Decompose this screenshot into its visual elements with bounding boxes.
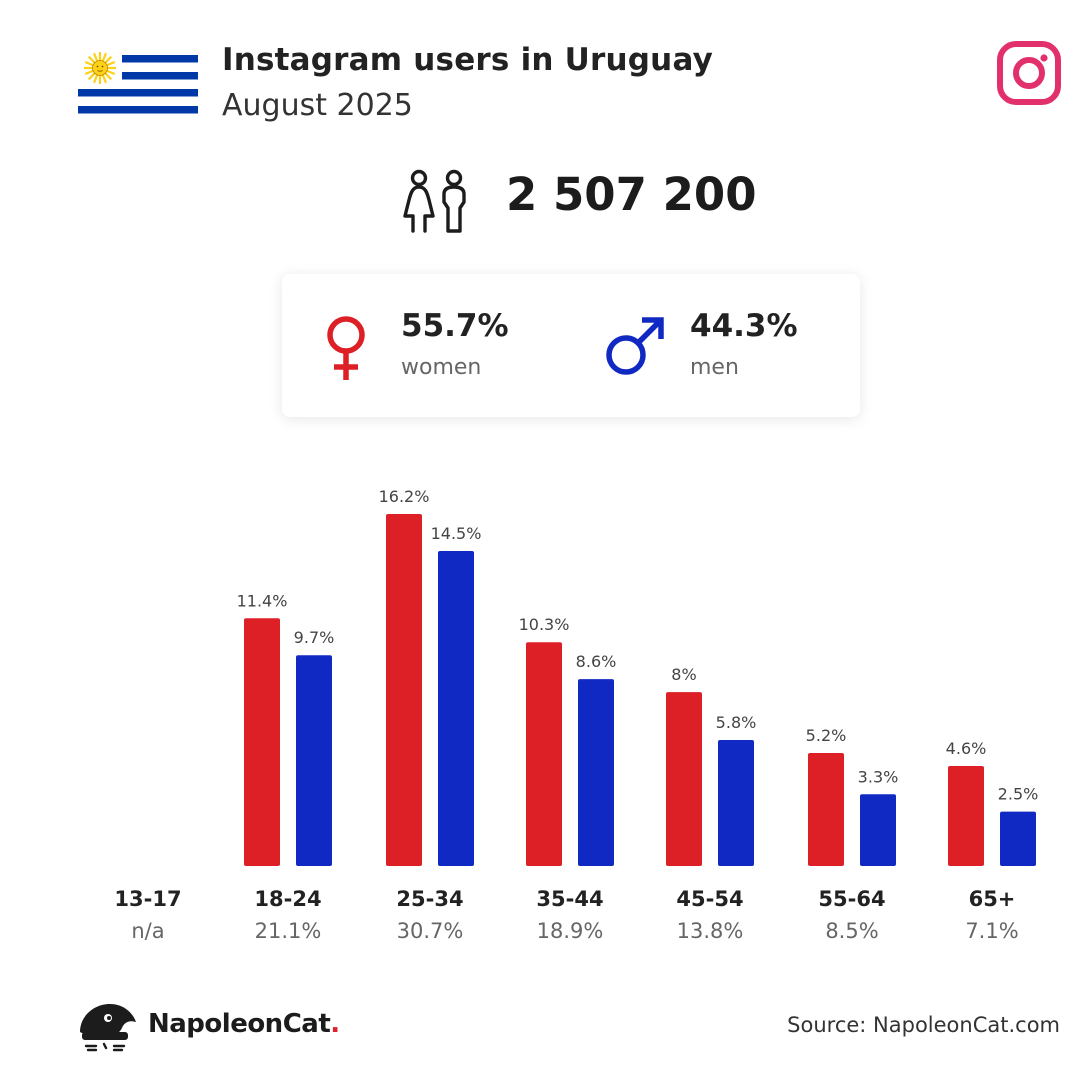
women-bar-35-44 (526, 642, 562, 866)
page-title: Instagram users in Uruguay (222, 42, 714, 78)
age-category-label-18-24: 18-24 (254, 887, 321, 911)
women-value-label-18-24: 11.4% (237, 591, 288, 610)
women-bar-45-54 (666, 692, 702, 866)
brand-dot: . (330, 1009, 340, 1039)
brand-name: NapoleonCat. (148, 1009, 340, 1039)
men-bar-45-54 (718, 739, 754, 866)
people-icon (403, 169, 466, 233)
men-value-label-35-44: 8.6% (576, 652, 617, 671)
men-bar-35-44 (578, 679, 614, 866)
women-bar-65+ (948, 766, 984, 866)
men-bar-18-24 (296, 655, 332, 866)
men-bar-25-34 (438, 550, 474, 866)
women-value-label-55-64: 5.2% (806, 726, 847, 745)
women-value-label-65+: 4.6% (946, 739, 987, 758)
age-category-label-25-34: 25-34 (396, 887, 463, 911)
brand-name-text: NapoleonCat (148, 1009, 331, 1039)
men-value-label-25-34: 14.5% (431, 524, 482, 543)
instagram-icon (997, 41, 1061, 105)
age-category-label-55-64: 55-64 (818, 887, 885, 911)
age-category-label-35-44: 35-44 (536, 887, 603, 911)
female-symbol-icon (327, 316, 365, 380)
gender-split-card: 55.7% women 44.3% men (282, 274, 860, 417)
age-total-label-35-44: 18.9% (537, 919, 604, 943)
uruguay-flag-icon (78, 46, 198, 124)
women-bar-18-24 (244, 618, 280, 866)
male-symbol-icon (606, 317, 664, 375)
age-total-label-65+: 7.1% (965, 919, 1018, 943)
age-total-label-45-54: 13.8% (677, 919, 744, 943)
source-note: Source: NapoleonCat.com (787, 1013, 1060, 1037)
age-total-label-55-64: 8.5% (825, 919, 878, 943)
age-total-label-18-24: 21.1% (255, 919, 322, 943)
napoleoncat-icon (80, 1004, 136, 1052)
age-total-label-13-17: n/a (131, 919, 164, 943)
men-percentage: 44.3% (690, 308, 798, 344)
age-category-label-13-17: 13-17 (114, 887, 181, 911)
women-bar-25-34 (386, 514, 422, 866)
women-value-label-45-54: 8% (671, 665, 696, 684)
women-percentage: 55.7% (401, 308, 509, 344)
men-label: men (690, 355, 739, 380)
men-bar-65+ (1000, 811, 1036, 866)
men-value-label-55-64: 3.3% (858, 767, 899, 786)
age-category-label-65+: 65+ (969, 887, 1016, 911)
women-label: women (401, 355, 482, 380)
page-subtitle: August 2025 (222, 88, 413, 123)
men-bar-55-64 (860, 794, 896, 866)
women-value-label-35-44: 10.3% (519, 615, 570, 634)
men-value-label-65+: 2.5% (998, 785, 1039, 804)
men-value-label-18-24: 9.7% (294, 628, 335, 647)
age-category-label-45-54: 45-54 (676, 887, 743, 911)
women-value-label-25-34: 16.2% (379, 487, 430, 506)
women-bar-55-64 (808, 753, 844, 866)
men-value-label-45-54: 5.8% (716, 713, 757, 732)
total-users-value: 2 507 200 (506, 168, 757, 221)
age-total-label-25-34: 30.7% (397, 919, 464, 943)
